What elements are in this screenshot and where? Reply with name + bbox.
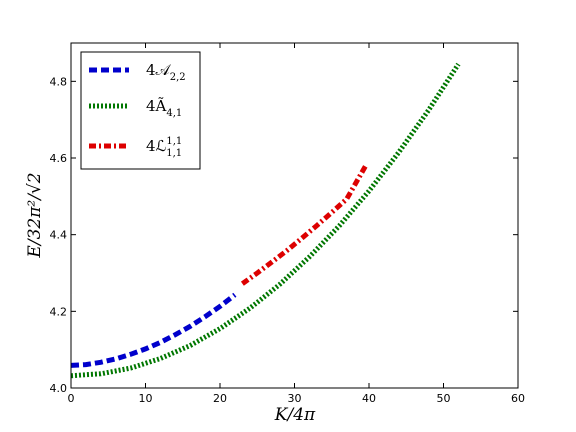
x-tick-label: 50 xyxy=(437,392,451,405)
y-axis-label: E/32π²/√2 xyxy=(25,172,45,258)
y-tick-label: 4.8 xyxy=(50,75,68,88)
legend-label-3: 4ℒ1,1 1,1 xyxy=(146,136,182,159)
series-layer xyxy=(70,62,461,379)
x-tick-label: 40 xyxy=(362,392,376,405)
legend: 4𝒜2,2 4Ã4,1 4ℒ1,1 1,1 xyxy=(80,51,201,170)
legend-label-1: 4𝒜2,2 xyxy=(146,61,186,83)
x-tick-label: 60 xyxy=(511,392,525,405)
legend-entries: 4𝒜2,2 4Ã4,1 4ℒ1,1 1,1 xyxy=(89,61,186,159)
y-tick-label: 4.4 xyxy=(50,229,68,242)
x-tick-label: 10 xyxy=(139,392,153,405)
legend-label-2: 4Ã4,1 xyxy=(146,97,182,119)
x-axis-label: K/4π xyxy=(274,405,316,425)
series-line-2 xyxy=(70,62,461,379)
y-tick-label: 4.6 xyxy=(50,152,68,165)
ticks-layer: 0 10 20 30 40 50 60 4.0 4.2 4.4 4.6 4.8 xyxy=(50,43,525,405)
x-tick-label: 20 xyxy=(213,392,227,405)
x-tick-label: 30 xyxy=(288,392,302,405)
legend-box xyxy=(80,51,201,170)
y-tick-label: 4.0 xyxy=(50,382,68,395)
y-tick-label: 4.2 xyxy=(50,305,68,318)
series-line-3 xyxy=(240,165,368,286)
x-tick-label: 0 xyxy=(68,392,75,405)
series-line-1 xyxy=(70,292,237,368)
